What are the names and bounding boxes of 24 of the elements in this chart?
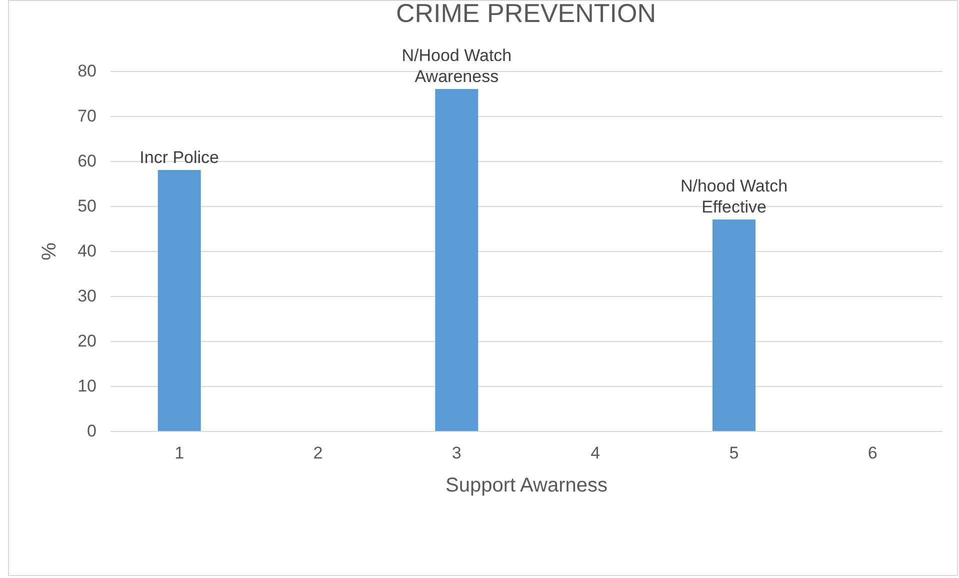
chart-title: CRIME PREVENTION — [396, 0, 656, 28]
y-tick-label: 40 — [78, 242, 96, 260]
bar — [158, 170, 201, 431]
x-tick-label: 6 — [868, 444, 878, 462]
y-tick-label: 30 — [78, 286, 96, 306]
x-tick-label: 2 — [313, 444, 323, 462]
y-tick-label: 60 — [78, 152, 96, 170]
x-tick-label: 4 — [590, 444, 600, 462]
y-tick-label: 70 — [78, 106, 96, 126]
bar — [712, 220, 756, 431]
y-tick-label: 80 — [78, 62, 96, 80]
y-tick-label: 10 — [78, 376, 96, 396]
x-tick-label: 3 — [452, 444, 462, 462]
x-tick-label: 5 — [729, 444, 739, 462]
y-axis-title: % — [38, 242, 61, 260]
annotation: Incr Police — [140, 148, 220, 167]
x-axis-title: Support Awarness — [446, 474, 608, 496]
bar — [435, 89, 478, 431]
annotation: N/hood Watch Effective — [680, 176, 788, 216]
annotation: N/Hood Watch Awareness — [402, 46, 512, 86]
y-tick-label: 20 — [78, 332, 96, 350]
y-tick-label: 0 — [87, 422, 96, 440]
y-tick-label: 50 — [78, 196, 96, 216]
x-tick-label: 1 — [174, 444, 184, 462]
